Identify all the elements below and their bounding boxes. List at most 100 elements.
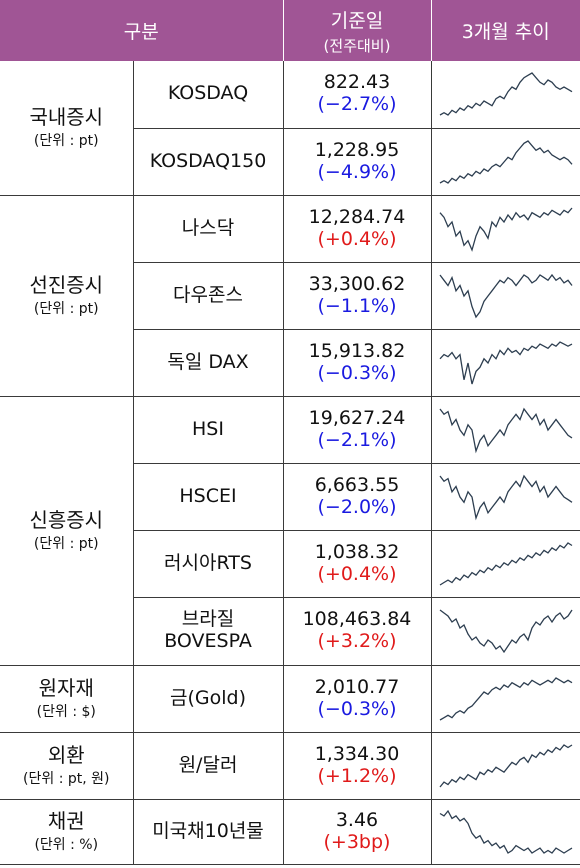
table-row: KOSDAQ150 1,228.95 (−4.9%) xyxy=(0,128,580,196)
trend-cell xyxy=(431,195,580,263)
item-name: 나스닥 xyxy=(133,195,284,263)
weekly-change: (−2.7%) xyxy=(317,93,397,116)
header-price: 기준일 (전주대비) xyxy=(283,0,432,61)
value-cell: 33,300.62 (−1.1%) xyxy=(283,262,432,330)
item-name: 다우존스 xyxy=(133,262,284,330)
weekly-change: (−1.1%) xyxy=(317,294,397,317)
table-row: 국내증시 (단위 : pt) KOSDAQ 822.43 (−2.7%) xyxy=(0,61,580,196)
sparkline-path xyxy=(439,609,573,654)
trend-sparkline xyxy=(439,609,573,654)
category-name: 국내증시 xyxy=(29,105,104,130)
index-value: 822.43 xyxy=(323,71,391,94)
sparkline-path xyxy=(439,743,573,787)
trend-sparkline xyxy=(439,139,573,184)
sparkline-path xyxy=(439,273,573,318)
trend-sparkline xyxy=(439,273,573,318)
value-cell: 2,010.77 (−0.3%) xyxy=(283,665,432,733)
value-cell: 12,284.74 (+0.4%) xyxy=(283,195,432,263)
category-name: 원자재 xyxy=(38,675,94,700)
sparkline-path xyxy=(439,139,573,184)
trend-cell xyxy=(431,128,580,196)
value-cell: 108,463.84 (+3.2%) xyxy=(283,597,432,666)
item-name: 브라질 BOVESPA xyxy=(133,597,284,666)
weekly-change: (+1.2%) xyxy=(317,764,397,787)
trend-cell xyxy=(431,732,580,800)
table-row: 다우존스 33,300.62 (−1.1%) xyxy=(0,262,580,330)
category-cell: 선진증시 (단위 : pt) xyxy=(0,195,134,397)
item-name: HSCEI xyxy=(133,463,284,531)
value-cell: 15,913.82 (−0.3%) xyxy=(283,329,432,397)
category-unit: (단위 : %) xyxy=(34,836,99,853)
weekly-change: (−2.0%) xyxy=(317,495,397,518)
category-unit: (단위 : pt) xyxy=(33,133,99,150)
item-name: 러시아RTS xyxy=(133,530,284,598)
header-category: 구분 xyxy=(0,0,284,61)
table-row: 외환 (단위 : pt, 원) 원/달러 1,334.30 (+1.2%) xyxy=(0,732,580,800)
index-value: 3.46 xyxy=(335,808,379,831)
value-cell: 6,663.55 (−2.0%) xyxy=(283,463,432,531)
table-row: 선진증시 (단위 : pt) 나스닥 12,284.74 (+0.4%) xyxy=(0,195,580,397)
trend-cell xyxy=(431,61,580,129)
category-unit: (단위 : pt, 원) xyxy=(23,770,110,787)
weekly-change: (+0.4%) xyxy=(317,562,397,585)
category-name: 채권 xyxy=(47,808,85,833)
sparkline-path xyxy=(439,809,573,854)
trend-cell xyxy=(431,463,580,531)
trend-cell xyxy=(431,329,580,397)
item-name: 미국채10년물 xyxy=(133,799,284,865)
weekly-change: (+3bp) xyxy=(323,830,391,853)
trend-sparkline xyxy=(439,676,573,721)
weekly-change: (−4.9%) xyxy=(317,160,397,183)
value-cell: 1,228.95 (−4.9%) xyxy=(283,128,432,196)
weekly-change: (+3.2%) xyxy=(317,630,397,652)
sparkline-path xyxy=(439,541,573,586)
trend-cell xyxy=(431,396,580,464)
index-value: 2,010.77 xyxy=(314,675,400,698)
trend-cell xyxy=(431,799,580,865)
item-name: KOSDAQ xyxy=(133,61,284,129)
table-row: 원자재 (단위 : $) 금(Gold) 2,010.77 (−0.3%) xyxy=(0,665,580,733)
weekly-change: (+0.4%) xyxy=(317,227,397,250)
index-value: 6,663.55 xyxy=(314,473,400,496)
category-cell: 외환 (단위 : pt, 원) xyxy=(0,732,134,800)
header-trend: 3개월 추이 xyxy=(431,0,580,61)
market-table-body: 국내증시 (단위 : pt) KOSDAQ 822.43 (−2.7%) KOSDAQ15… xyxy=(0,61,580,865)
trend-cell xyxy=(431,530,580,598)
value-cell: 1,038.32 (+0.4%) xyxy=(283,530,432,598)
trend-sparkline xyxy=(439,541,573,586)
trend-sparkline xyxy=(439,407,573,453)
sparkline-path xyxy=(439,207,573,252)
table-row: 러시아RTS 1,038.32 (+0.4%) xyxy=(0,530,580,598)
table-row: 독일 DAX 15,913.82 (−0.3%) xyxy=(0,329,580,397)
index-value: 19,627.24 xyxy=(308,406,406,429)
item-name: 금(Gold) xyxy=(133,665,284,733)
trend-cell xyxy=(431,665,580,733)
value-cell: 19,627.24 (−2.1%) xyxy=(283,396,432,464)
header-row: 구분 기준일 (전주대비) 3개월 추이 xyxy=(0,0,580,61)
weekly-change: (−0.3%) xyxy=(317,697,397,720)
value-cell: 3.46 (+3bp) xyxy=(283,799,432,865)
trend-sparkline xyxy=(439,743,573,787)
trend-sparkline xyxy=(439,340,573,384)
category-cell: 신흥증시 (단위 : pt) xyxy=(0,396,134,666)
item-name: KOSDAQ150 xyxy=(133,128,284,196)
value-cell: 1,334.30 (+1.2%) xyxy=(283,732,432,800)
trend-cell xyxy=(431,597,580,666)
category-unit: (단위 : pt) xyxy=(33,300,99,317)
value-cell: 822.43 (−2.7%) xyxy=(283,61,432,129)
item-name: HSI xyxy=(133,396,284,464)
item-name: 독일 DAX xyxy=(133,329,284,397)
header-price-label: 기준일 xyxy=(330,9,384,32)
header-price-sub: (전주대비) xyxy=(323,36,391,55)
category-cell: 원자재 (단위 : $) xyxy=(0,665,134,733)
index-value: 15,913.82 xyxy=(308,339,406,362)
trend-sparkline xyxy=(439,207,573,252)
trend-sparkline xyxy=(439,809,573,854)
index-value: 108,463.84 xyxy=(302,608,412,631)
table-row: 신흥증시 (단위 : pt) HSI 19,627.24 (−2.1%) xyxy=(0,396,580,666)
category-name: 외환 xyxy=(47,742,85,767)
sparkline-path xyxy=(439,474,573,520)
category-cell: 채권 (단위 : %) xyxy=(0,799,134,865)
sparkline-path xyxy=(439,407,573,453)
